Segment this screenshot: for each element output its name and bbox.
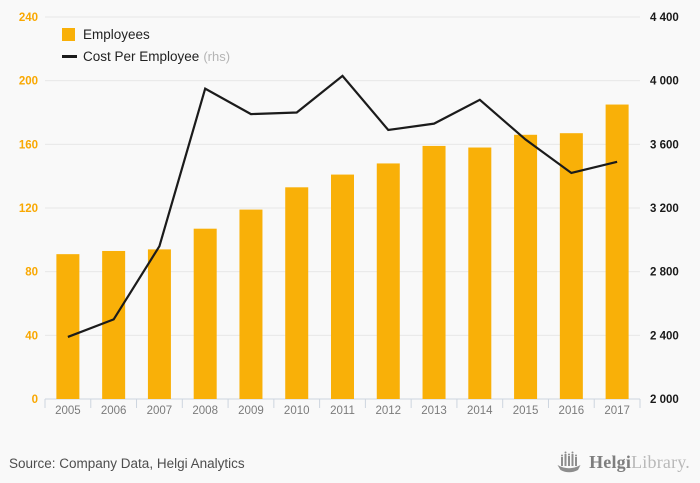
x-axis-year-label: 2006: [101, 405, 127, 417]
helgi-library-logo: HelgiLibrary.: [556, 450, 690, 474]
x-axis-year-label: 2007: [147, 405, 173, 417]
bar-2016: [559, 133, 583, 400]
bar-2015: [514, 134, 538, 400]
x-axis-year-label: 2016: [559, 405, 585, 417]
x-axis-year-label: 2008: [192, 405, 218, 417]
chart-area: 0 40 80 120 160 200 240 2 000 2 400 2 800 3 200 3 6…: [19, 12, 679, 417]
x-axis-year-label: 2015: [513, 405, 539, 417]
bar-2010: [285, 187, 309, 399]
employees-cost-per-employee-chart: 0 40 80 120 160 200 240 2 000 2 400 2 800 3 200 3 6…: [19, 12, 679, 417]
x-axis-year-label: 2005: [55, 405, 81, 417]
logo-text: HelgiLibrary.: [589, 452, 690, 473]
left-axis-tick-label: 120: [19, 203, 38, 215]
left-axis-tick-label: 80: [25, 267, 38, 279]
legend-item-cost-per-employee: Cost Per Employee (rhs): [62, 45, 230, 67]
footer: Source: Company Data, Helgi Analytics: [0, 437, 700, 483]
bar-2005: [56, 254, 80, 399]
left-axis-tick-label: 40: [25, 330, 38, 342]
bar-2013: [422, 145, 446, 399]
bar-2006: [102, 250, 126, 399]
left-axis-tick-label: 240: [19, 12, 38, 24]
employees-swatch-icon: [62, 27, 75, 41]
right-axis-tick-label: 2 000: [650, 394, 679, 406]
bar-2017: [605, 104, 629, 400]
logo-text-library: Library.: [631, 451, 690, 472]
bar-2007: [147, 249, 171, 399]
right-axis-tick-label: 4 400: [650, 12, 679, 24]
bar-2009: [239, 209, 263, 399]
x-axis-year-label: 2009: [238, 405, 264, 417]
legend-label-employees: Employees: [83, 26, 150, 42]
left-axis-tick-label: 160: [19, 139, 38, 151]
right-axis-tick-label: 3 200: [650, 203, 679, 215]
x-axis-year-label: 2011: [330, 405, 355, 417]
x-axis-year-label: 2010: [284, 405, 310, 417]
bar-2008: [193, 228, 217, 399]
bar-2011: [331, 174, 354, 399]
x-axis-year-label: 2017: [604, 405, 630, 417]
cost-per-employee-line: [67, 74, 618, 338]
legend-item-employees: Employees: [62, 23, 230, 45]
logo-text-helgi: Helgi: [589, 451, 632, 472]
x-axis-year-label: 2014: [467, 405, 493, 417]
right-axis-tick-label: 3 600: [650, 139, 679, 151]
source-text: Source: Company Data, Helgi Analytics: [9, 456, 245, 471]
left-axis-tick-label: 0: [32, 394, 38, 406]
helgi-ship-icon: [557, 451, 581, 473]
x-axis-year-label: 2013: [421, 405, 447, 417]
left-axis-tick-label: 200: [19, 76, 38, 88]
right-axis-tick-label: 2 800: [650, 267, 679, 279]
legend-label-rhs: (rhs): [203, 48, 231, 64]
right-axis-tick-label: 4 000: [650, 76, 679, 88]
legend: Employees Cost Per Employee (rhs): [62, 23, 230, 67]
bar-2012: [376, 163, 400, 399]
cost-line-swatch-icon: [62, 54, 77, 58]
x-axis-year-label: 2012: [375, 405, 401, 417]
bar-2014: [468, 147, 492, 399]
legend-label-cost: Cost Per Employee: [83, 48, 200, 64]
right-axis-tick-label: 2 400: [650, 330, 679, 342]
